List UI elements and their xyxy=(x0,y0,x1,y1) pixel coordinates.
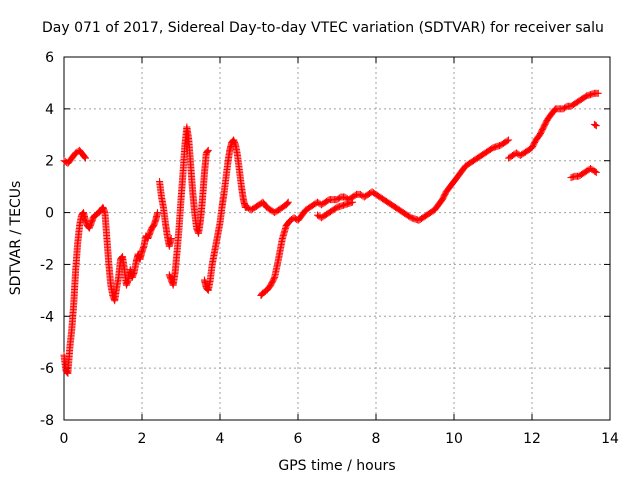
y-tick-label: -4 xyxy=(40,309,54,325)
x-tick-label: 0 xyxy=(60,431,69,447)
x-tick-labels: 0 2 4 6 8 10 12 14 xyxy=(60,431,619,447)
data-point xyxy=(284,199,292,207)
data-point xyxy=(81,154,89,162)
y-tick-label: 6 xyxy=(45,50,54,66)
x-tick-label: 4 xyxy=(216,431,225,447)
data-points xyxy=(60,89,602,377)
data-point xyxy=(203,148,211,156)
y-tick-label: -2 xyxy=(40,257,54,273)
data-point xyxy=(167,235,175,242)
x-tick-label: 14 xyxy=(601,431,619,447)
chart-title: Day 071 of 2017, Sidereal Day-to-day VTE… xyxy=(42,20,604,36)
data-point xyxy=(204,147,212,155)
data-point xyxy=(590,120,598,128)
x-tick-label: 8 xyxy=(372,431,381,447)
x-tick-label: 12 xyxy=(523,431,541,447)
x-tick-label: 2 xyxy=(138,431,147,447)
data-point xyxy=(81,153,89,161)
data-point xyxy=(591,168,599,176)
data-point xyxy=(349,198,357,206)
data-point xyxy=(80,152,88,160)
data-point xyxy=(594,89,602,97)
y-tick-label: -6 xyxy=(40,361,54,377)
data-point xyxy=(592,168,600,176)
x-tick-label: 10 xyxy=(445,431,463,447)
data-point xyxy=(503,137,511,145)
y-axis-label: SDTVAR / TECUs xyxy=(8,181,24,296)
x-axis-label: GPS time / hours xyxy=(278,458,395,474)
data-point xyxy=(505,136,513,144)
x-tick-label: 6 xyxy=(294,431,303,447)
y-tick-label: 4 xyxy=(45,102,54,118)
y-tick-labels: -8 -6 -4 -2 0 2 4 6 xyxy=(40,50,54,429)
data-point xyxy=(592,122,600,130)
data-point xyxy=(154,209,162,217)
data-point xyxy=(148,223,156,231)
data-point xyxy=(204,146,212,154)
plot-frame xyxy=(63,56,611,421)
y-tick-label: 2 xyxy=(45,154,54,170)
y-tick-label: -8 xyxy=(40,413,54,429)
y-tick-label: 0 xyxy=(45,206,54,222)
data-point xyxy=(283,200,291,208)
data-point xyxy=(591,121,599,129)
data-point xyxy=(284,198,292,206)
axis-ticks xyxy=(63,56,611,421)
